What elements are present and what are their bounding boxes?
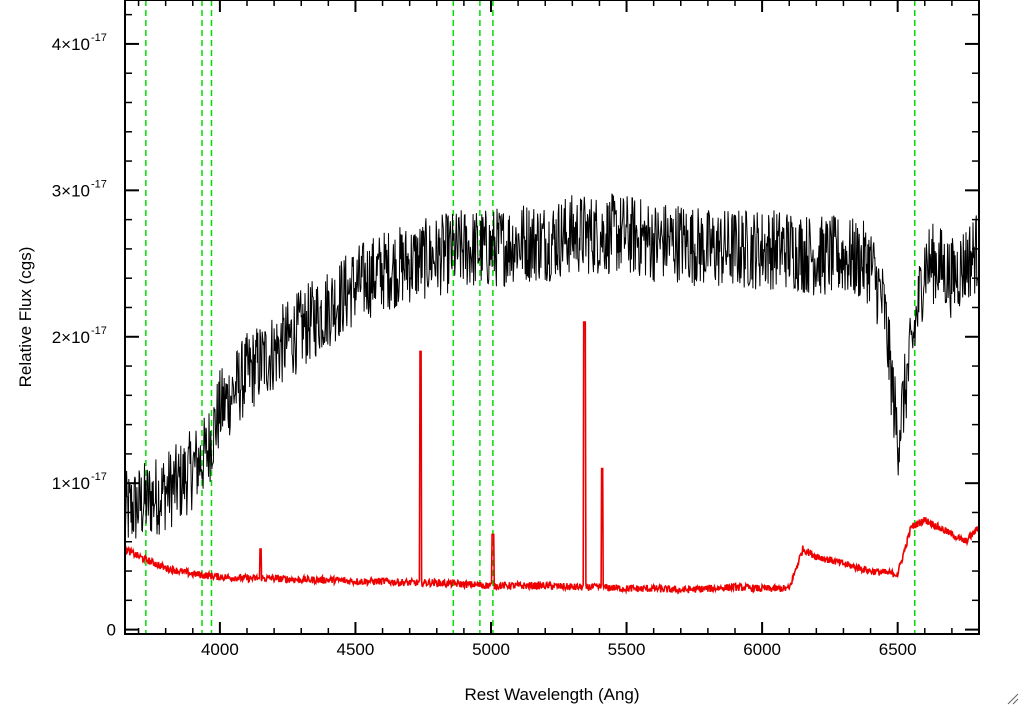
series-line — [125, 321, 979, 595]
y-tick-label: 4×10 — [52, 35, 90, 54]
resize-grip-icon[interactable] — [1007, 693, 1019, 705]
y-tick-label: 1×10 — [52, 474, 90, 493]
x-tick-label: 4000 — [201, 640, 239, 659]
y-tick-labels: 01×10 -172×10 -173×10 -174×10 -17 — [52, 32, 116, 640]
y-tick-exponent: -17 — [91, 471, 107, 483]
x-tick-label: 4500 — [337, 640, 375, 659]
y-tick-label: 2×10 — [52, 328, 90, 347]
x-tick-label: 6500 — [879, 640, 917, 659]
x-tick-label: 5000 — [472, 640, 510, 659]
plot-frame — [124, 0, 980, 635]
y-tick-exponent: -17 — [91, 325, 107, 337]
y-tick-label: 0 — [107, 621, 116, 640]
reference-lines — [145, 0, 916, 634]
x-axis-label: Rest Wavelength (Ang) — [464, 685, 639, 704]
tick-marks — [125, 0, 980, 634]
y-tick-exponent: -17 — [91, 178, 107, 190]
y-tick-label: 3×10 — [52, 181, 90, 200]
x-tick-label: 5500 — [608, 640, 646, 659]
y-axis-label: Relative Flux (cgs) — [16, 247, 35, 388]
x-tick-labels: 4000 4500 5000 5500 6000 6500 — [201, 640, 917, 659]
series-line — [125, 193, 979, 539]
series-layer — [125, 193, 979, 595]
x-tick-label: 6000 — [743, 640, 781, 659]
y-tick-exponent: -17 — [91, 32, 107, 44]
